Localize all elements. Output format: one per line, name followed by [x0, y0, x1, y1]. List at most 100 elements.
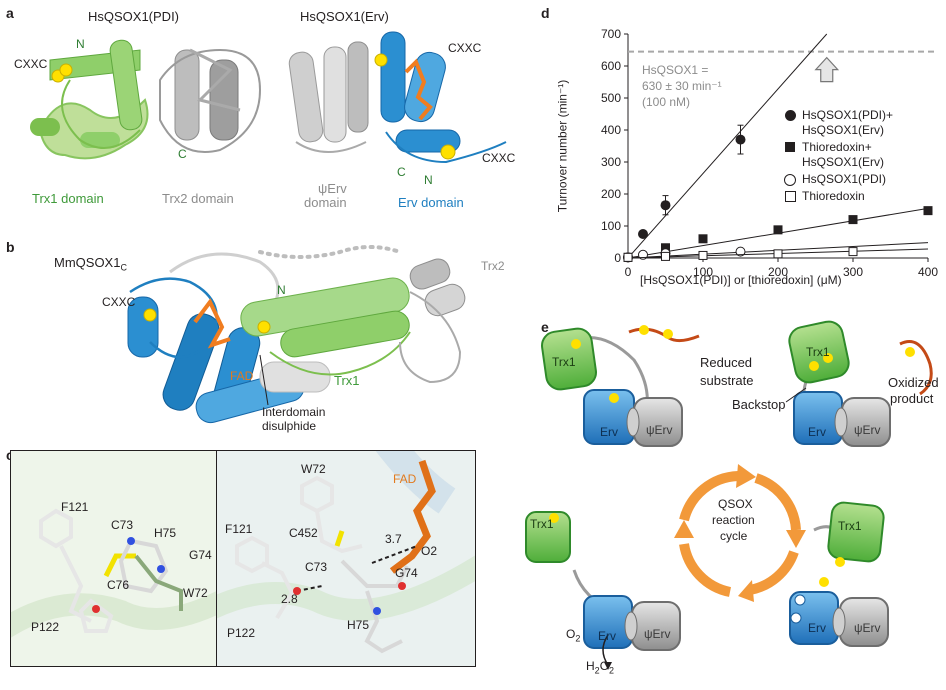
ref-label-2: 630 ± 30 min⁻¹ [642, 79, 722, 93]
e-psierv-tr: ψErv [854, 423, 881, 437]
h2o2-sub2: 2 [609, 665, 615, 676]
e-trx1-bl: Trx1 [530, 517, 554, 531]
e-trx1-br: Trx1 [838, 519, 862, 533]
turnover-chart: 0 100 200 300 400 500 600 700 0 100 200 300 400 [601, 27, 938, 279]
panel-b-letter: b [6, 239, 15, 255]
y-tick-label: 500 [601, 91, 621, 105]
data-point [735, 134, 746, 145]
mmqsox1-title-sub: C [120, 262, 127, 273]
data-point [623, 252, 633, 262]
panel-c-right-sticks [217, 451, 475, 654]
h2o2-label: H2O2 [586, 660, 614, 675]
y-tick-label: 700 [601, 27, 621, 41]
psierv-domain-label-1: ψErv [318, 181, 347, 196]
e-trx1-tr: Trx1 [806, 345, 830, 359]
legend-entry: Thioredoxin+ HsQSOX1(Erv) [782, 140, 932, 170]
legend-line-1: HsQSOX1(PDI)+ [802, 108, 894, 122]
erv-domain-ribbon [288, 31, 507, 164]
fit-line [627, 33, 828, 259]
o2-label-sub: 2 [575, 633, 581, 644]
ref-label-1: HsQSOX1 = [642, 63, 709, 77]
hsqsox1-erv-title: HsQSOX1(Erv) [300, 9, 389, 24]
mmqsox1c-title: MmQSOX1C [54, 256, 127, 273]
panel-d-letter: d [541, 5, 550, 21]
ref-label-3: (100 nM) [642, 95, 691, 109]
e-psierv-br: ψErv [854, 621, 881, 635]
y-tick-label: 200 [601, 187, 621, 201]
legend-line-2: HsQSOX1(Erv) [802, 155, 885, 169]
x-tick-label: 400 [918, 265, 938, 279]
oxidized-product-1: Oxidized [888, 375, 939, 390]
legend-line-1: Thioredoxin+ [802, 140, 872, 154]
cxxc-label-a-left: CXXC [14, 57, 48, 71]
h2o2-sub1: 2 [594, 665, 600, 676]
mmqsox1c-ribbon [127, 245, 466, 424]
y-tick-label: 400 [601, 123, 621, 137]
c-terminus-label-a: C [178, 147, 187, 161]
interdomain-label-1: Interdomain [262, 405, 326, 419]
e-erv-tr: Erv [808, 425, 826, 439]
c-left-c73: C73 [111, 518, 134, 532]
interdomain-pointer [259, 354, 269, 406]
o2-label-o: O [566, 627, 576, 641]
c-right-o2: O2 [421, 544, 438, 558]
trx1-trx2-ribbon [30, 39, 262, 160]
backstop-label: Backstop [732, 397, 786, 412]
legend-text: HsQSOX1(PDI)+ HsQSOX1(Erv) [802, 108, 893, 138]
y-tick-label: 300 [601, 155, 621, 169]
legend-text: Thioredoxin [802, 189, 865, 204]
trx1-label-b: Trx1 [334, 373, 360, 388]
c-right-p122: P122 [227, 626, 256, 640]
c-right-g74: G74 [395, 566, 418, 580]
n-terminus-label-a-right: N [424, 173, 433, 187]
cxxc-label-a-right-top: CXXC [448, 41, 482, 55]
legend-line-1: Thioredoxin [802, 189, 865, 203]
reference-arrow [814, 56, 840, 83]
c-right-d37: 3.7 [385, 532, 402, 546]
c-left-w72: W72 [183, 586, 208, 600]
c-right-f121: F121 [225, 522, 253, 536]
data-point [698, 234, 708, 244]
c-left-p122: P122 [31, 620, 60, 634]
panel-c-left-sticks [11, 508, 216, 638]
data-point [661, 251, 670, 261]
reduced-substrate-1: Reduced [700, 355, 753, 370]
cycle-label-2: reaction [712, 513, 755, 527]
mmqsox1-title-main: MmQSOX1 [54, 255, 121, 270]
data-point [773, 249, 783, 259]
c-terminus-label-a-right: C [397, 165, 406, 179]
reduced-substrate-2: substrate [700, 373, 754, 388]
data-point [735, 246, 746, 257]
panel-c-letter: c [6, 448, 14, 462]
legend-marker [782, 108, 798, 121]
data-point [660, 200, 671, 211]
trx2-label-b: Trx2 [481, 259, 505, 273]
panel-c-right-box: W72 FAD C452 F121 C73 3.7 O2 G74 2.8 P12… [216, 450, 476, 667]
data-point [848, 247, 858, 257]
o2-label: O2 [566, 628, 580, 643]
legend-line-2: HsQSOX1(Erv) [802, 123, 885, 137]
panel-e-letter: e [541, 319, 549, 335]
y-tick-label: 0 [614, 251, 621, 265]
h2o2-h: H [586, 659, 595, 673]
e-psierv-tl: ψErv [646, 423, 673, 437]
legend-text: Thioredoxin+ HsQSOX1(Erv) [802, 140, 884, 170]
c-left-c76: C76 [107, 578, 130, 592]
x-tick-label: 100 [693, 265, 713, 279]
c-right-fad: FAD [393, 472, 417, 486]
c-left-f121: F121 [61, 500, 89, 514]
panel-c-left-box: F121 C73 H75 G74 C76 W72 P122 [10, 450, 217, 667]
legend-line-1: HsQSOX1(PDI) [802, 172, 887, 186]
x-tick-label: 200 [768, 265, 788, 279]
x-tick-label: 0 [625, 265, 632, 279]
trx1-domain-label: Trx1 domain [32, 191, 104, 206]
chart-d-xlabel: [HsQSOX1(PDI)] or [thioredoxin] (μM) [640, 273, 842, 287]
data-point [773, 225, 783, 235]
cxxc-label-b: CXXC [102, 295, 136, 309]
chart-d-legend: HsQSOX1(PDI)+ HsQSOX1(Erv) Thioredoxin+ HsQ… [782, 108, 932, 206]
e-erv-bl: Erv [598, 629, 616, 643]
fad-label-b: FAD [230, 369, 254, 383]
panel-a-letter: a [6, 5, 14, 21]
hsqsox1-pdi-title: HsQSOX1(PDI) [88, 9, 180, 24]
psierv-domain-label-2: domain [304, 195, 347, 210]
